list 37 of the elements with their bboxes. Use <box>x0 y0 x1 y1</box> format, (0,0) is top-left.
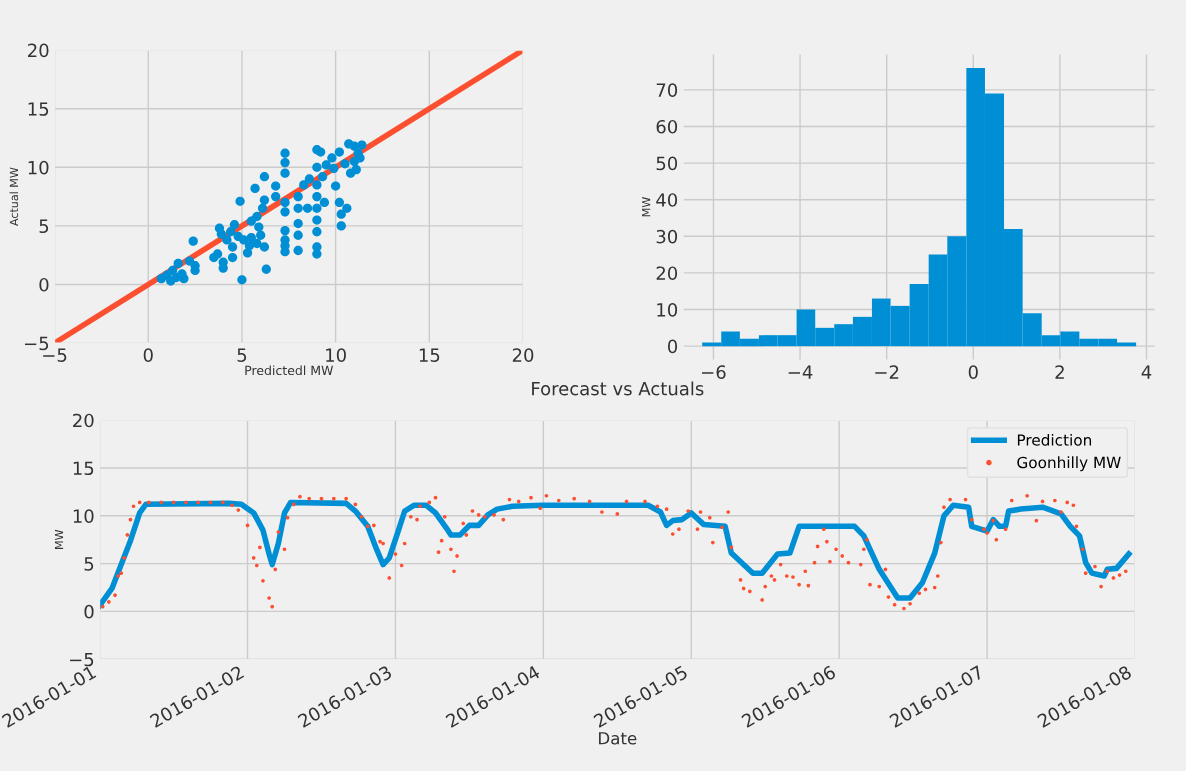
chart-title: Forecast vs Actuals <box>532 381 704 396</box>
x-axis-title: Date <box>599 732 637 745</box>
y-tick-label: 50 <box>656 156 678 171</box>
y-tick-label: 0 <box>39 277 49 292</box>
y-tick-label: 40 <box>656 193 678 207</box>
x-tick-label: 20 <box>512 348 534 362</box>
x-tick-label: −2 <box>875 365 899 379</box>
x-tick-label: −4 <box>788 365 813 379</box>
y-tick-label: 30 <box>656 229 678 244</box>
y-tick-label: −5 <box>70 652 94 667</box>
y-tick-label: 5 <box>39 219 49 234</box>
y-tick-label: 0 <box>84 604 94 619</box>
x-tick-label: −6 <box>702 365 726 379</box>
x-tick-label: 0 <box>968 365 978 379</box>
x-tick-label: 5 <box>237 348 247 362</box>
y-axis-title: MW <box>642 197 651 217</box>
y-tick-label: 20 <box>73 413 94 428</box>
x-axis-title: Predictedl MW <box>245 365 334 376</box>
x-tick-label: 10 <box>326 348 346 362</box>
legend-label: Prediction <box>1017 433 1092 446</box>
x-tick-label: 4 <box>1141 365 1152 379</box>
y-tick-label: 70 <box>656 83 678 97</box>
legend-label: Goonhilly MW <box>1017 456 1121 472</box>
y-axis-title: Actual MW <box>9 167 19 226</box>
y-tick-label: 20 <box>28 43 49 58</box>
y-tick-label: 15 <box>73 461 94 476</box>
y-axis-title: MW <box>54 529 64 549</box>
y-tick-label: 10 <box>657 302 678 317</box>
y-tick-label: 60 <box>656 119 678 134</box>
x-tick-label: 2 <box>1055 365 1064 379</box>
y-tick-label: 10 <box>73 509 94 523</box>
y-tick-label: 20 <box>656 266 678 281</box>
y-tick-label: 5 <box>84 557 94 571</box>
y-tick-label: 10 <box>28 160 49 175</box>
x-tick-label: 0 <box>143 348 153 362</box>
y-tick-label: 15 <box>28 102 49 116</box>
x-tick-label: 15 <box>419 348 440 362</box>
